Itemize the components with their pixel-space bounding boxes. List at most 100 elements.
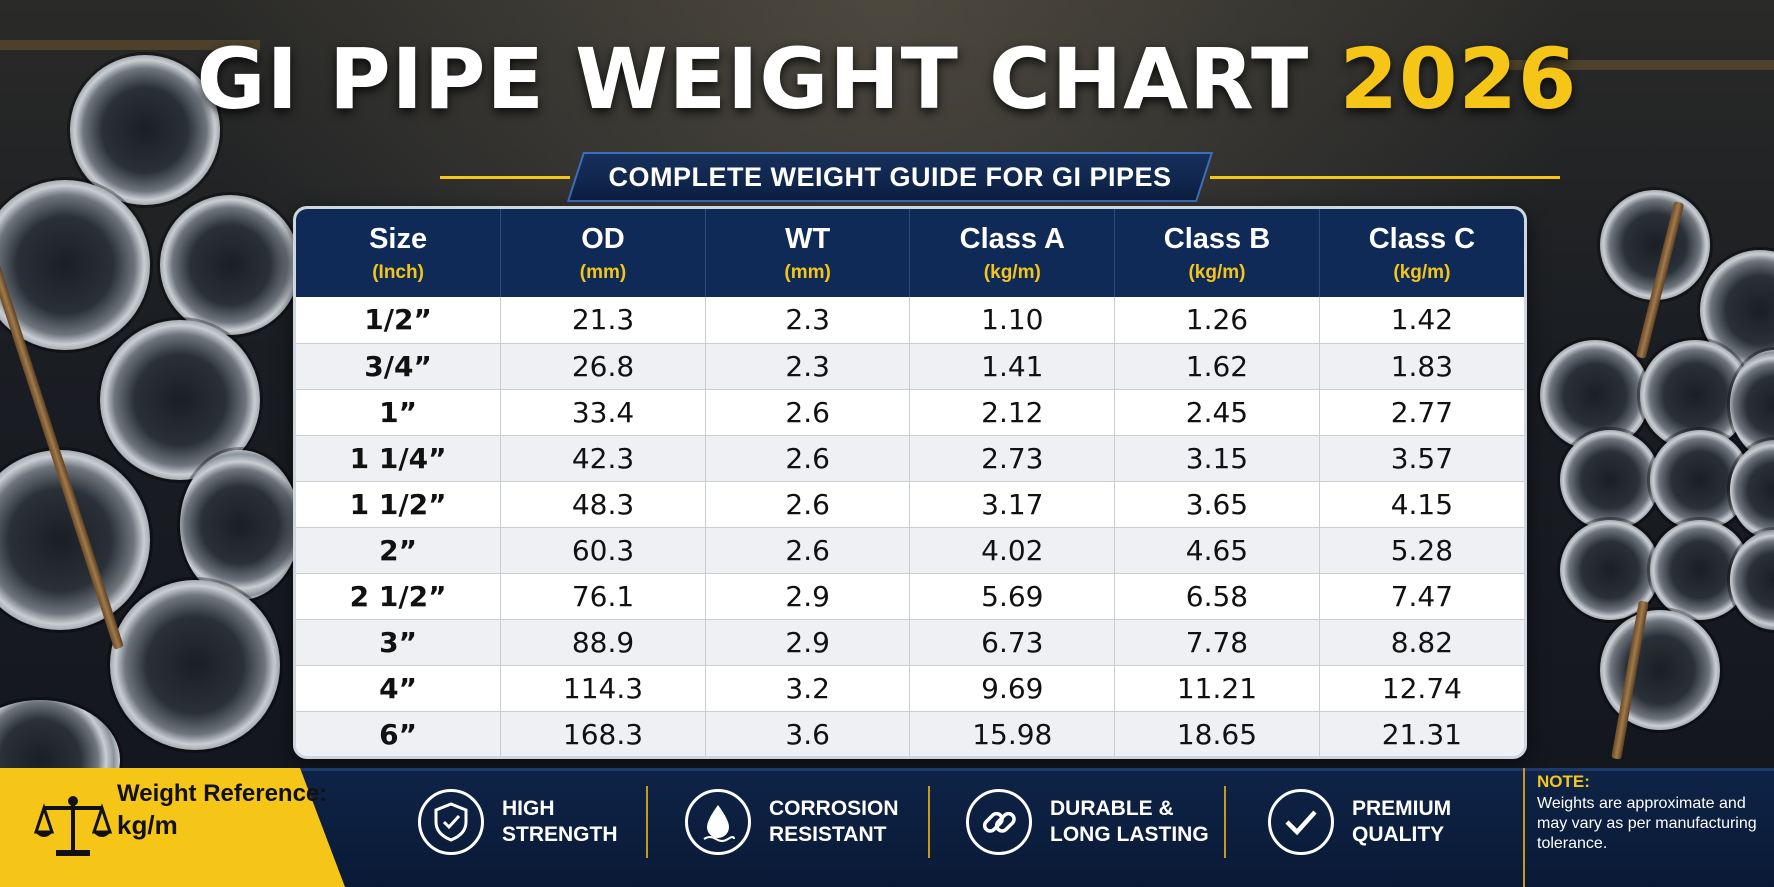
- column-label: Class C: [1368, 222, 1476, 255]
- column-header: WT (mm): [705, 209, 911, 297]
- note-title: NOTE:: [1537, 772, 1590, 791]
- table-row: 2” 60.3 2.6 4.02 4.65 5.28: [296, 527, 1524, 574]
- column-label: Class A: [959, 222, 1065, 255]
- value-cell: 11.21: [1114, 665, 1320, 712]
- value-cell: 3.57: [1319, 435, 1524, 482]
- value-cell: 5.69: [909, 573, 1116, 620]
- value-cell: 2.73: [909, 435, 1116, 482]
- value-cell: 114.3: [500, 665, 706, 712]
- value-cell: 6.58: [1114, 573, 1320, 620]
- feature-line2: QUALITY: [1352, 823, 1445, 846]
- value-cell: 168.3: [500, 711, 706, 756]
- footer-divider: [1224, 786, 1226, 858]
- column-unit: (kg/m): [983, 261, 1041, 283]
- value-cell: 7.47: [1319, 573, 1524, 620]
- value-cell: 2.45: [1114, 389, 1320, 436]
- value-cell: 4.65: [1114, 527, 1320, 574]
- column-unit: (mm): [579, 261, 627, 283]
- value-cell: 6.73: [909, 619, 1116, 666]
- size-cell: 3/4”: [296, 343, 502, 390]
- value-cell: 1.26: [1114, 297, 1320, 344]
- value-cell: 9.69: [909, 665, 1116, 712]
- footer-divider: [928, 786, 930, 858]
- size-cell: 4”: [296, 665, 502, 712]
- column-header: Size (Inch): [296, 209, 502, 297]
- size-cell: 3”: [296, 619, 502, 666]
- subtitle: COMPLETE WEIGHT GUIDE FOR GI PIPES: [608, 162, 1172, 192]
- value-cell: 2.3: [705, 297, 911, 344]
- table-row: 1/2” 21.3 2.3 1.10 1.26 1.42: [296, 297, 1524, 344]
- feature-line2: STRENGTH: [502, 823, 618, 846]
- value-cell: 3.65: [1114, 481, 1320, 528]
- value-cell: 26.8: [500, 343, 706, 390]
- value-cell: 2.9: [705, 573, 911, 620]
- note-text: Weights are approximate and may vary as …: [1537, 795, 1757, 852]
- title-main: GI PIPE WEIGHT CHART: [196, 30, 1340, 128]
- feature-line1: PREMIUM: [1352, 797, 1452, 820]
- table-row: 4” 114.3 3.2 9.69 11.21 12.74: [296, 665, 1524, 712]
- title-year: 2026: [1339, 30, 1578, 128]
- table-body: 1/2” 21.3 2.3 1.10 1.26 1.42 3/4” 26.8 2.3 1.41 1.…: [296, 297, 1524, 756]
- feature-premium-quality: PREMIUM QUALITY: [1268, 782, 1451, 862]
- size-cell: 1/2”: [296, 297, 502, 344]
- size-cell: 2 1/2”: [296, 573, 502, 620]
- size-cell: 1 1/4”: [296, 435, 502, 482]
- weight-reference-unit: kg/m: [117, 810, 178, 840]
- size-cell: 1 1/2”: [296, 481, 502, 528]
- value-cell: 4.15: [1319, 481, 1524, 528]
- value-cell: 60.3: [500, 527, 706, 574]
- checkmark-icon: [1268, 789, 1334, 855]
- value-cell: 2.6: [705, 435, 911, 482]
- water-drop-icon: [685, 789, 751, 855]
- table-row: 2 1/2” 76.1 2.9 5.69 6.58 7.47: [296, 573, 1524, 620]
- value-cell: 15.98: [909, 711, 1116, 756]
- feature-line2: RESISTANT: [769, 823, 887, 846]
- value-cell: 3.6: [705, 711, 911, 756]
- weight-reference-label: Weight Reference:: [117, 780, 328, 807]
- subtitle-rule-left: [440, 176, 570, 179]
- value-cell: 18.65: [1114, 711, 1320, 756]
- value-cell: 1.10: [909, 297, 1116, 344]
- value-cell: 33.4: [500, 389, 706, 436]
- column-label: OD: [581, 222, 625, 255]
- column-label: Class B: [1163, 222, 1271, 255]
- feature-line1: DURABLE &: [1050, 797, 1174, 820]
- value-cell: 1.83: [1319, 343, 1524, 390]
- value-cell: 12.74: [1319, 665, 1524, 712]
- value-cell: 8.82: [1319, 619, 1524, 666]
- column-header: Class C (kg/m): [1319, 209, 1524, 297]
- value-cell: 2.12: [909, 389, 1116, 436]
- feature-high-strength: HIGH STRENGTH: [418, 782, 618, 862]
- chain-link-icon: [966, 789, 1032, 855]
- value-cell: 2.9: [705, 619, 911, 666]
- column-header: OD (mm): [500, 209, 706, 297]
- value-cell: 21.3: [500, 297, 706, 344]
- value-cell: 2.6: [705, 389, 911, 436]
- feature-line1: CORROSION: [769, 797, 899, 820]
- value-cell: 3.15: [1114, 435, 1320, 482]
- column-unit: (kg/m): [1188, 261, 1246, 283]
- subtitle-rule-right: [1210, 176, 1560, 179]
- column-header: Class B (kg/m): [1114, 209, 1320, 297]
- table-row: 3” 88.9 2.9 6.73 7.78 8.82: [296, 619, 1524, 666]
- value-cell: 5.28: [1319, 527, 1524, 574]
- column-unit: (mm): [784, 261, 831, 283]
- feature-line2: LONG LASTING: [1050, 823, 1209, 846]
- value-cell: 21.31: [1319, 711, 1524, 756]
- table-header-row: Size (Inch) OD (mm) WT (mm) Class A (kg/m) Class…: [296, 209, 1524, 297]
- size-cell: 1”: [296, 389, 502, 436]
- column-label: Size: [369, 222, 428, 255]
- table-row: 6” 168.3 3.6 15.98 18.65 21.31: [296, 711, 1524, 756]
- shield-check-icon: [418, 789, 484, 855]
- value-cell: 1.62: [1114, 343, 1320, 390]
- value-cell: 1.42: [1319, 297, 1524, 344]
- value-cell: 88.9: [500, 619, 706, 666]
- value-cell: 4.02: [909, 527, 1116, 574]
- feature-corrosion-resistant: CORROSION RESISTANT: [685, 782, 899, 862]
- weight-reference-box: [0, 768, 345, 887]
- feature-durable: DURABLE & LONG LASTING: [966, 782, 1209, 862]
- ceiling-beam: [1500, 60, 1774, 70]
- value-cell: 2.6: [705, 527, 911, 574]
- column-unit: (kg/m): [1393, 261, 1451, 283]
- value-cell: 42.3: [500, 435, 706, 482]
